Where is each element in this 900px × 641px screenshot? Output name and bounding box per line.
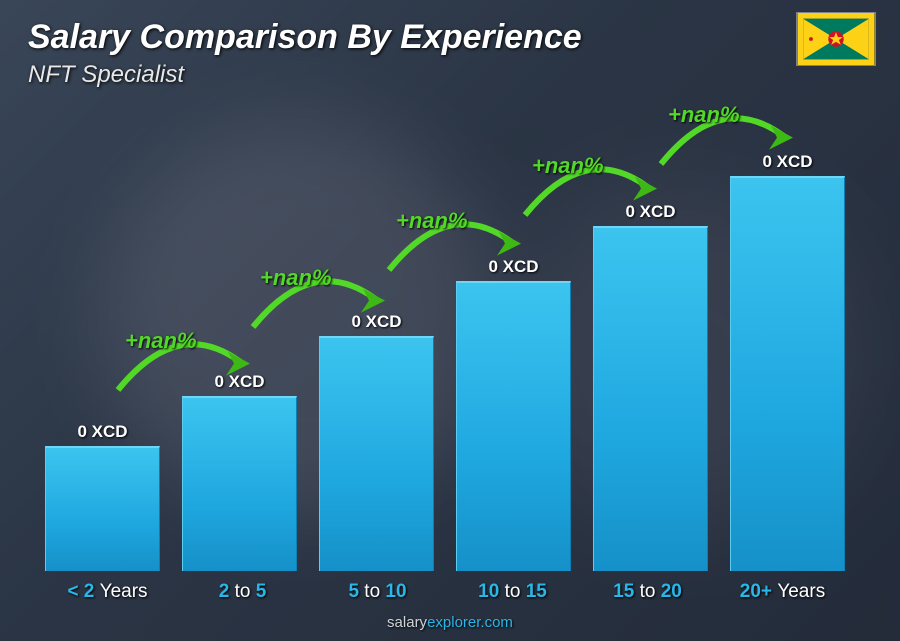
bar-value-label: 0 XCD [46,422,159,442]
bar: 0 XCD [182,396,297,571]
page-title: Salary Comparison By Experience [28,18,872,57]
bar-value-label: 0 XCD [457,257,570,277]
x-axis-tick-label: 5 to 10 [310,581,445,603]
header: Salary Comparison By Experience NFT Spec… [28,18,872,89]
country-flag-icon [796,12,876,66]
x-axis-tick-label: 15 to 20 [580,581,715,603]
x-axis-tick-label: 10 to 15 [445,581,580,603]
footer-attribution: salaryexplorer.com [0,614,900,631]
bar-group: 0 XCD [314,336,439,571]
bar-group: 0 XCD [40,446,165,571]
bar-value-label: 0 XCD [731,152,844,172]
bar-value-label: 0 XCD [594,202,707,222]
bar-group: 0 XCD [725,176,850,571]
bar-group: 0 XCD [177,396,302,571]
bar: 0 XCD [45,446,160,571]
bar: 0 XCD [319,336,434,571]
footer-prefix: salary [387,614,427,631]
bar: 0 XCD [593,226,708,571]
page-subtitle: NFT Specialist [28,61,872,89]
bar: 0 XCD [456,281,571,571]
bar-value-label: 0 XCD [320,312,433,332]
footer-suffix: explorer.com [427,614,513,631]
x-axis-labels: < 2 Years2 to 55 to 1010 to 1515 to 2020… [40,581,850,603]
bar-group: 0 XCD [451,281,576,571]
bar: 0 XCD [730,176,845,571]
bar-group: 0 XCD [588,226,713,571]
x-axis-tick-label: 2 to 5 [175,581,310,603]
bar-chart: 0 XCD0 XCD0 XCD0 XCD0 XCD0 XCD [40,150,850,571]
x-axis-tick-label: < 2 Years [40,581,175,603]
bar-value-label: 0 XCD [183,372,296,392]
x-axis-tick-label: 20+ Years [715,581,850,603]
